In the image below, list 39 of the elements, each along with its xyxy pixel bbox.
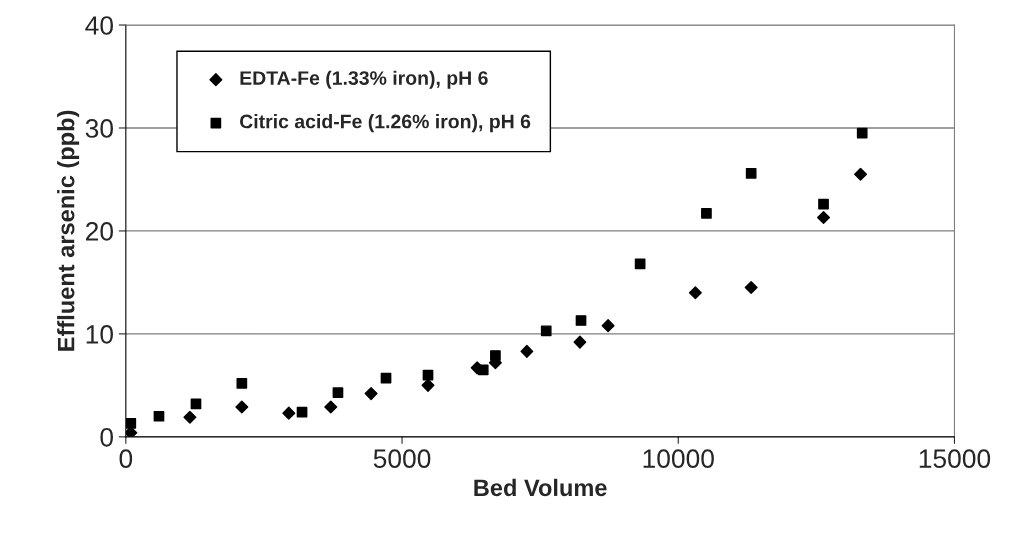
point	[573, 335, 587, 349]
point	[490, 350, 501, 361]
point	[236, 377, 248, 389]
x-tick-label: 15000	[919, 449, 991, 469]
y-tick-label: 20	[86, 222, 113, 241]
y-tick-label: 10	[86, 325, 113, 344]
point	[744, 281, 758, 295]
point	[854, 167, 868, 181]
point	[235, 400, 249, 414]
x-tick-label: 10000	[643, 449, 714, 469]
point	[364, 387, 378, 401]
x-tick-label: 0	[119, 449, 133, 469]
y-tick-label: 40	[85, 16, 113, 35]
point	[282, 406, 296, 420]
point	[745, 167, 757, 179]
point	[477, 364, 489, 376]
point	[601, 319, 615, 333]
y-tick-label: 0	[100, 427, 113, 447]
point	[153, 410, 165, 422]
y-tick-label: 30	[85, 119, 113, 138]
y-axis-title: Effluent arsenic (ppb)	[57, 110, 80, 351]
point	[421, 378, 435, 392]
legend-label: Citric acid-Fe (1.26% iron), pH 6	[240, 114, 531, 133]
point	[688, 286, 702, 300]
point	[817, 211, 831, 225]
point	[332, 387, 344, 398]
x-axis-title: Bed Volume	[474, 478, 607, 497]
legend-label: EDTA-Fe (1.33% iron), pH 6	[240, 70, 488, 89]
point	[125, 418, 137, 429]
point	[540, 325, 552, 337]
point	[818, 198, 829, 210]
point	[520, 344, 534, 358]
x-tick-label: 5000	[373, 449, 431, 469]
point	[183, 410, 197, 424]
point	[701, 208, 712, 219]
point	[856, 127, 868, 139]
point	[575, 315, 587, 326]
point	[324, 400, 338, 414]
point	[380, 372, 392, 384]
